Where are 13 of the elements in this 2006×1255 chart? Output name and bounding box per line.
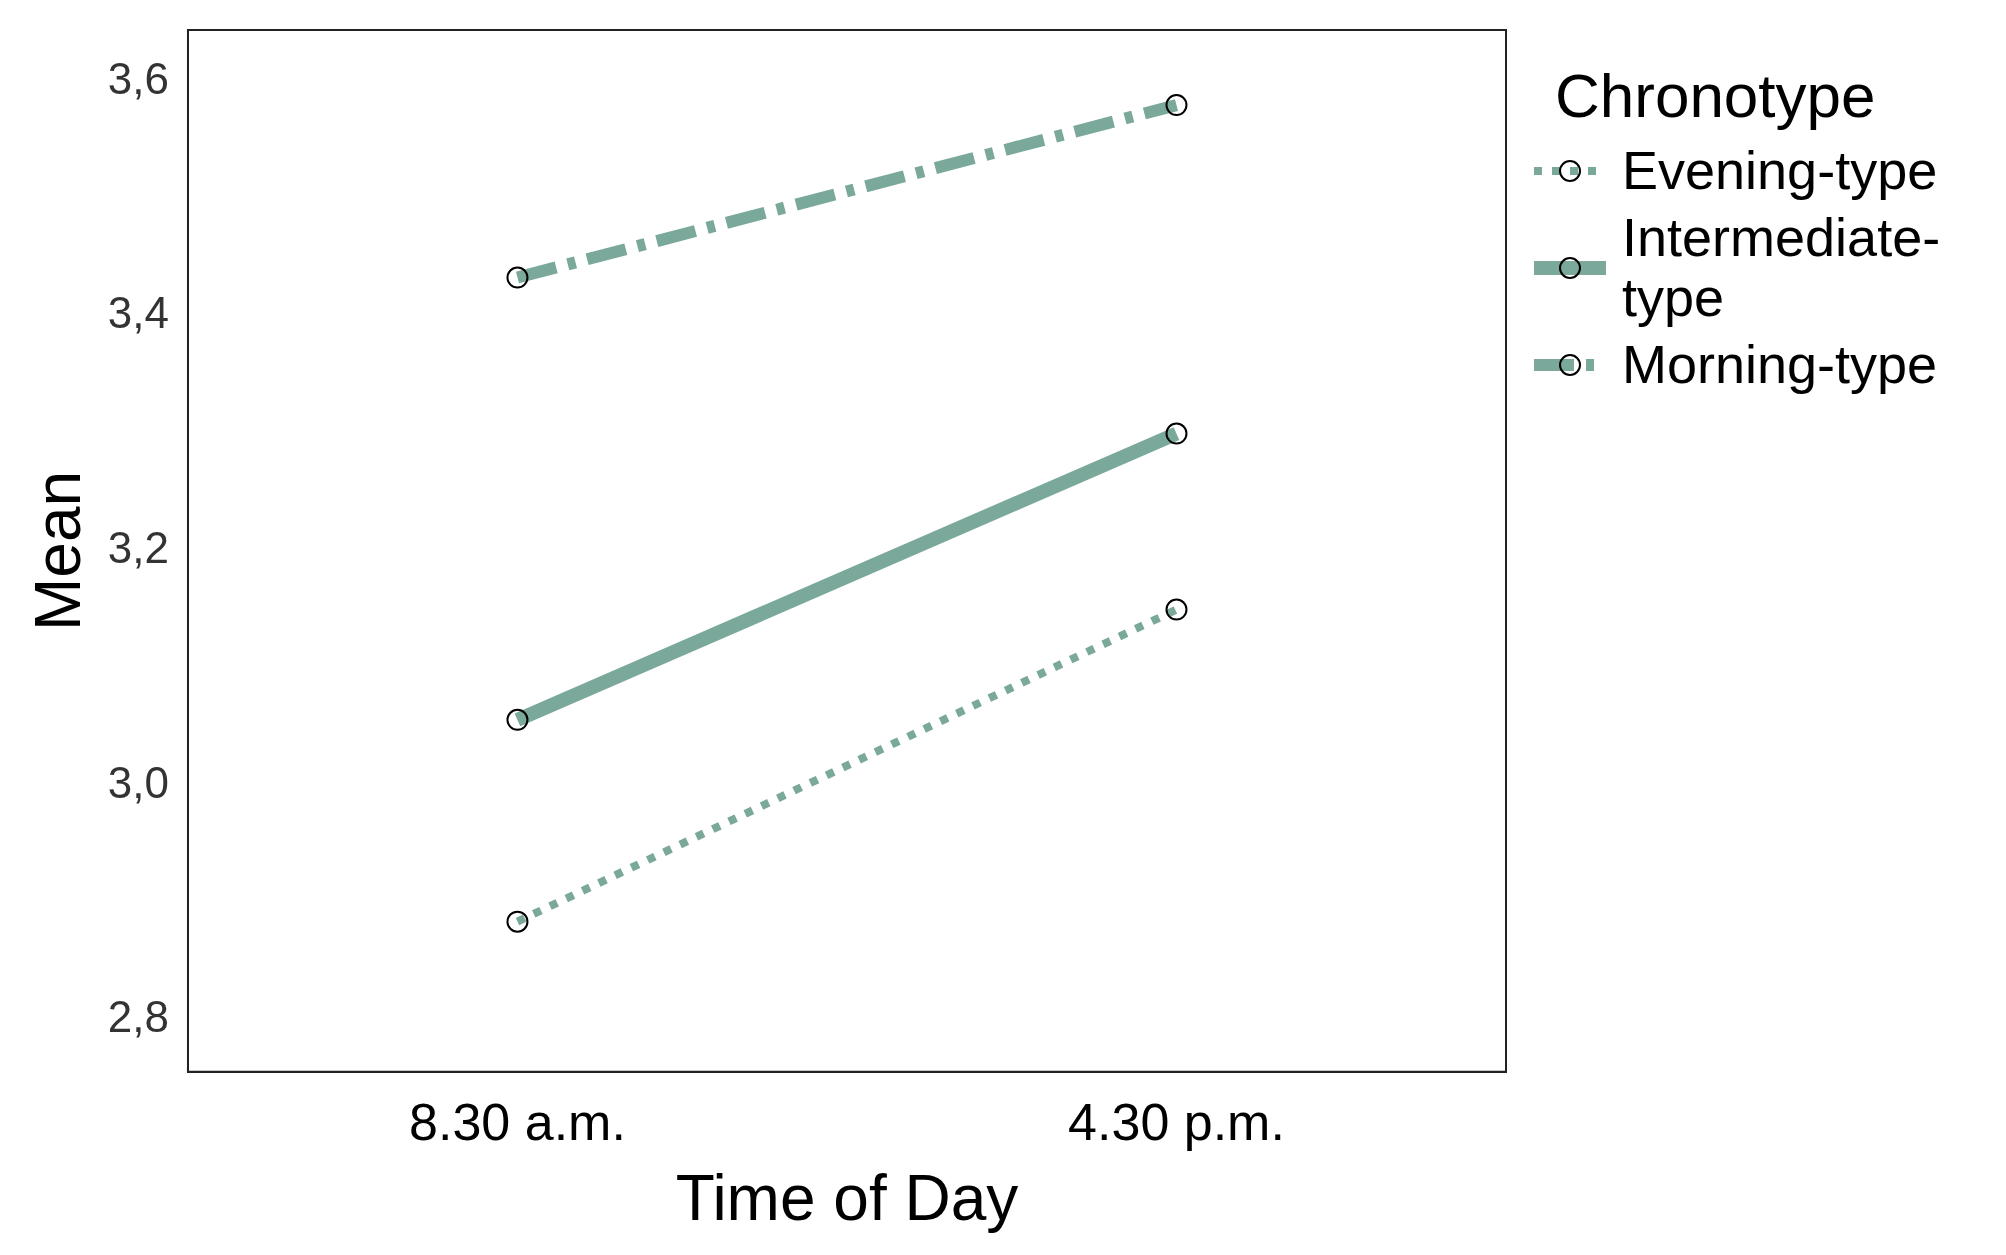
legend-title: Chronotype: [1555, 60, 1877, 131]
legend-label: Evening-type: [1622, 140, 1939, 201]
x-tick-label: 8.30 a.m.: [409, 1093, 626, 1152]
y-tick-label: 3,4: [107, 288, 169, 338]
y-tick-label: 2,8: [107, 992, 169, 1042]
y-tick-label: 3,0: [107, 757, 169, 807]
legend-label: Intermediate-type: [1622, 207, 1942, 328]
y-tick-label: 3,2: [107, 523, 169, 573]
x-axis-title: Time of Day: [675, 1162, 1019, 1235]
x-tick-label: 4.30 p.m.: [1068, 1093, 1285, 1152]
legend-label: Morning-type: [1622, 334, 1939, 395]
y-tick-label: 3,6: [107, 53, 169, 103]
y-axis-title: Mean: [22, 470, 95, 631]
